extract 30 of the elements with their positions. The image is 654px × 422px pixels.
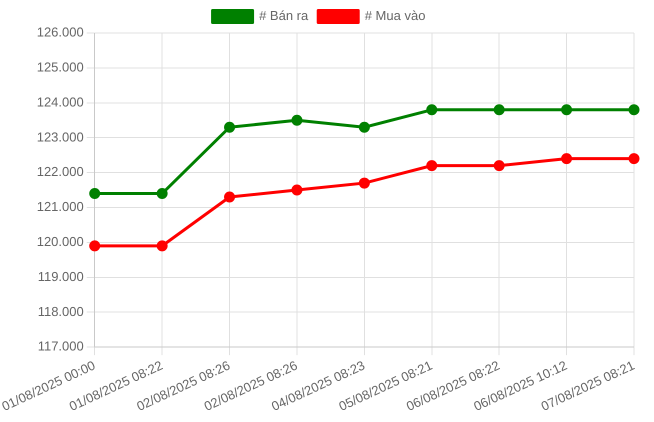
y-tick-label: 121.000 <box>36 199 84 214</box>
y-tick-label: 123.000 <box>36 129 84 144</box>
y-tick-label: 119.000 <box>38 268 84 284</box>
y-tick-label: 124.000 <box>36 94 84 110</box>
point <box>426 160 438 172</box>
y-tick-label: 117.000 <box>38 338 84 354</box>
point <box>358 178 370 189</box>
point <box>494 104 505 116</box>
point <box>156 188 168 200</box>
point <box>561 153 572 164</box>
point <box>291 114 302 126</box>
point <box>89 240 100 252</box>
point <box>224 192 236 203</box>
point <box>224 122 236 133</box>
point <box>291 184 302 196</box>
point <box>426 104 438 116</box>
point <box>628 104 640 116</box>
point <box>358 122 370 133</box>
y-tick-label: 122.000 <box>36 164 84 180</box>
legend-label: # Mua vào <box>364 8 426 24</box>
y-tick-label: 120.000 <box>36 234 84 249</box>
point <box>89 188 100 200</box>
y-tick-label: 118.000 <box>38 304 84 319</box>
legend-label: # Bán ra <box>259 8 309 24</box>
point <box>156 240 168 252</box>
y-tick-label: 126.000 <box>36 24 84 40</box>
point <box>628 153 640 164</box>
point <box>561 104 572 116</box>
y-tick-label: 125.000 <box>36 59 84 74</box>
point <box>494 160 505 172</box>
